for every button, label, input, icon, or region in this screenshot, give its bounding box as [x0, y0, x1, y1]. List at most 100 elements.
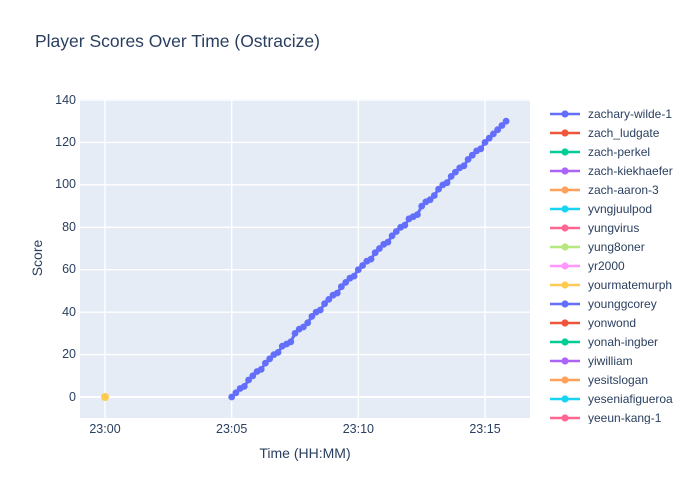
legend-item-zachary-wilde-1[interactable]: zachary-wilde-1 [549, 104, 699, 123]
x-tick-label: 23:00 [89, 422, 121, 436]
y-tick-label: 120 [55, 134, 76, 149]
legend-item-yeseniafigueroa[interactable]: yeseniafigueroa [549, 389, 699, 408]
legend-line-marker-icon [550, 242, 580, 251]
legend-line-marker-icon [550, 356, 580, 365]
data-point-marker [274, 349, 282, 356]
data-point-marker [308, 313, 316, 320]
data-point-marker [384, 238, 392, 246]
legend-item-label: yungvirus [588, 220, 640, 235]
data-point-marker [359, 262, 366, 269]
legend-item-label: zach-perkel [588, 144, 651, 159]
y-tick-label: 0 [69, 389, 76, 404]
data-point-marker [464, 156, 472, 163]
legend-item-yesitslogan[interactable]: yesitslogan [549, 370, 699, 389]
y-tick-label: 100 [55, 177, 76, 192]
data-point-marker [388, 232, 396, 240]
data-point-marker [291, 330, 299, 337]
data-point-marker [443, 179, 451, 187]
legend-item-label: yiwilliam [588, 353, 633, 368]
legend-line-marker-icon [550, 185, 580, 194]
data-point-marker [485, 134, 493, 142]
legend-line-marker-icon [550, 280, 580, 289]
legend-item-zach-perkel[interactable]: zach-perkel [549, 142, 699, 161]
legend-item-label: zach_ludgate [588, 125, 660, 140]
data-point-marker [376, 245, 383, 252]
chart-title: Player Scores Over Time (Ostracize) [35, 31, 320, 51]
legend-item-yonwond[interactable]: yonwond [549, 313, 699, 332]
plot-background [80, 99, 530, 418]
series-yourmatemurph [101, 393, 109, 401]
legend-item-yr2000[interactable]: yr2000 [549, 256, 699, 275]
legend-item-yiwilliam[interactable]: yiwilliam [549, 351, 699, 370]
data-point-marker [418, 202, 426, 210]
data-point-marker [325, 296, 333, 303]
x-tick-label: 23:15 [469, 422, 501, 436]
legend-line-marker-icon [550, 318, 580, 327]
data-point-marker [401, 221, 409, 229]
legend-line-marker-icon [550, 394, 580, 403]
legend-item-yungvirus[interactable]: yungvirus [549, 218, 699, 237]
data-point-marker [228, 393, 236, 401]
data-point-marker [287, 338, 295, 346]
legend-line-marker-icon [550, 261, 580, 270]
legend-line-marker-icon [550, 413, 580, 422]
legend-item-yourmatemurph[interactable]: yourmatemurph [549, 275, 699, 294]
y-axis-title: Score [29, 239, 45, 277]
legend-line-marker-icon [550, 109, 580, 118]
data-point-marker [447, 173, 455, 180]
data-point-marker [333, 289, 341, 297]
legend-item-label: zachary-wilde-1 [588, 106, 673, 121]
data-point-marker [371, 249, 379, 257]
data-point-marker [435, 185, 442, 193]
data-point-marker [350, 272, 358, 280]
data-point-marker [266, 355, 274, 363]
legend-item-yvngjuulpod[interactable]: yvngjuulpod [549, 199, 699, 218]
legend-line-marker-icon [550, 299, 580, 308]
y-tick-label: 20 [62, 347, 76, 362]
legend-item-label: yourmatemurph [588, 277, 673, 292]
data-point-marker [342, 279, 350, 286]
legend-item-label: yonwond [588, 315, 637, 330]
data-point-marker [468, 151, 476, 159]
legend-line-marker-icon [550, 128, 580, 137]
data-point-marker [392, 228, 400, 235]
data-point-marker [240, 383, 248, 390]
y-tick-label: 80 [62, 219, 76, 234]
data-point-marker [414, 211, 421, 219]
data-point-marker [430, 192, 438, 199]
legend-line-marker-icon [550, 147, 580, 156]
legend-line-marker-icon [550, 223, 580, 232]
legend-item-yung8oner[interactable]: yung8oner [549, 237, 699, 256]
legend-item-yonah-ingber[interactable]: yonah-ingber [549, 332, 699, 351]
legend-item-label: yesitslogan [588, 372, 649, 387]
data-point-marker [502, 117, 510, 125]
data-point-marker [304, 319, 312, 327]
data-point-marker [101, 393, 109, 401]
data-point-marker [338, 283, 345, 291]
data-point-marker [245, 376, 253, 384]
legend-line-marker-icon [550, 166, 580, 175]
data-point-marker [426, 196, 434, 204]
data-point-marker [494, 126, 502, 134]
data-point-marker [316, 306, 324, 314]
legend-item-label: yvngjuulpod [588, 201, 653, 216]
legend-item-zach-aaron-3[interactable]: zach-aaron-3 [549, 180, 699, 199]
data-point-marker [354, 266, 362, 274]
legend: zachary-wilde-1 zach_ludgate zach-perkel za… [549, 104, 699, 424]
data-point-marker [481, 139, 489, 146]
legend-line-marker-icon [550, 375, 580, 384]
data-point-marker [477, 145, 485, 153]
data-point-marker [249, 372, 257, 380]
data-point-marker [257, 366, 265, 373]
legend-item-zach-kiekhaefer[interactable]: zach-kiekhaefer [549, 161, 699, 180]
legend-item-younggcorey[interactable]: younggcorey [549, 294, 699, 313]
legend-item-yeeun-kang-1[interactable]: yeeun-kang-1 [549, 408, 699, 424]
data-point-marker [452, 168, 459, 176]
legend-item-zach_ludgate[interactable]: zach_ludgate [549, 123, 699, 142]
legend-line-marker-icon [550, 204, 580, 213]
data-point-marker [232, 389, 240, 397]
legend-item-label: yeeun-kang-1 [588, 410, 662, 425]
data-point-marker [460, 162, 468, 170]
